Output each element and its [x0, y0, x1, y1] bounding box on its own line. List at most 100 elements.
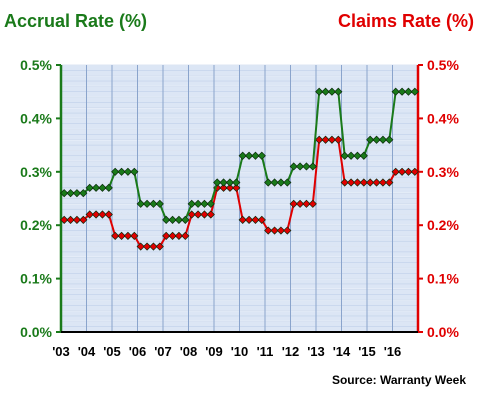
x-tick-label: '09 — [205, 344, 223, 359]
data-point — [136, 242, 145, 251]
data-point — [225, 183, 235, 192]
data-point — [155, 242, 164, 251]
right-tick-label: 0.5% — [427, 57, 459, 73]
data-point — [219, 178, 228, 187]
data-point — [85, 210, 94, 219]
data-point — [79, 215, 88, 224]
data-point — [104, 183, 113, 192]
data-point — [200, 210, 209, 219]
data-point — [327, 87, 337, 96]
data-point — [187, 210, 196, 219]
data-point — [346, 151, 356, 160]
data-point — [270, 178, 279, 187]
x-tick-label: '04 — [78, 344, 96, 359]
data-point — [168, 215, 177, 224]
data-point — [372, 178, 381, 187]
x-tick-label: '13 — [307, 344, 325, 359]
data-point — [327, 135, 337, 144]
left-tick-labels: 0.0% 0.1% 0.2% 0.3% 0.4% 0.5% — [20, 57, 61, 340]
data-point — [206, 199, 215, 208]
data-point — [346, 178, 356, 187]
data-point — [321, 135, 330, 144]
data-point — [251, 151, 260, 160]
data-point — [123, 231, 133, 240]
left-tick-label: 0.5% — [20, 57, 52, 73]
data-point — [270, 226, 279, 235]
data-point — [366, 178, 375, 187]
data-point — [378, 135, 388, 144]
data-point — [385, 135, 394, 144]
right-tick-label: 0.1% — [427, 271, 459, 287]
data-point — [264, 226, 273, 235]
right-axis-title: Claims Rate (%) — [337, 11, 474, 31]
x-tick-label: '03 — [52, 344, 70, 359]
data-point — [295, 162, 305, 171]
data-point — [289, 162, 298, 171]
data-point — [378, 178, 388, 187]
left-tick-label: 0.4% — [20, 110, 52, 126]
data-point — [232, 183, 241, 192]
data-point — [187, 199, 196, 208]
data-point — [302, 162, 311, 171]
data-point — [79, 189, 88, 198]
data-point — [359, 151, 368, 160]
data-point — [295, 199, 305, 208]
right-tick-label: 0.2% — [427, 217, 459, 233]
data-point — [359, 178, 368, 187]
data-point — [257, 215, 266, 224]
data-point — [353, 151, 362, 160]
x-tick-label: '15 — [358, 344, 376, 359]
data-point — [174, 215, 184, 224]
x-tick-label: '16 — [384, 344, 402, 359]
data-point — [111, 167, 120, 176]
data-point — [60, 215, 69, 224]
data-point — [366, 135, 375, 144]
data-point — [385, 178, 394, 187]
data-point — [91, 210, 101, 219]
data-point — [174, 231, 184, 240]
data-point — [276, 178, 286, 187]
data-point — [334, 87, 343, 96]
data-point — [238, 215, 247, 224]
data-point — [238, 151, 247, 160]
data-point — [340, 178, 349, 187]
data-point — [213, 178, 222, 187]
data-point — [276, 226, 286, 235]
data-point — [149, 199, 158, 208]
data-point — [410, 87, 419, 96]
data-point — [232, 178, 241, 187]
data-point — [404, 87, 413, 96]
data-point — [404, 167, 413, 176]
data-point — [308, 199, 317, 208]
data-point — [244, 151, 254, 160]
data-point — [251, 215, 260, 224]
data-point — [130, 167, 139, 176]
data-point — [410, 167, 419, 176]
x-tick-label: '10 — [231, 344, 249, 359]
data-point — [142, 242, 152, 251]
data-point — [283, 178, 292, 187]
data-point — [289, 199, 298, 208]
data-point — [181, 231, 190, 240]
data-point — [136, 199, 145, 208]
data-point — [321, 87, 330, 96]
data-point — [397, 87, 407, 96]
data-point — [244, 215, 254, 224]
data-point — [391, 87, 400, 96]
data-point — [181, 215, 190, 224]
data-point — [315, 87, 324, 96]
data-point — [353, 178, 362, 187]
data-point — [193, 210, 203, 219]
data-point — [104, 210, 113, 219]
data-point — [315, 135, 324, 144]
right-tick-labels: 0.0% 0.1% 0.2% 0.3% 0.4% 0.5% — [418, 57, 459, 340]
data-point — [391, 167, 400, 176]
data-point — [130, 231, 139, 240]
data-point — [225, 178, 235, 187]
x-tick-label: '14 — [333, 344, 351, 359]
right-tick-label: 0.0% — [427, 324, 459, 340]
series-layer — [60, 87, 419, 251]
axes — [59, 65, 420, 333]
x-tick-label: '12 — [282, 344, 300, 359]
